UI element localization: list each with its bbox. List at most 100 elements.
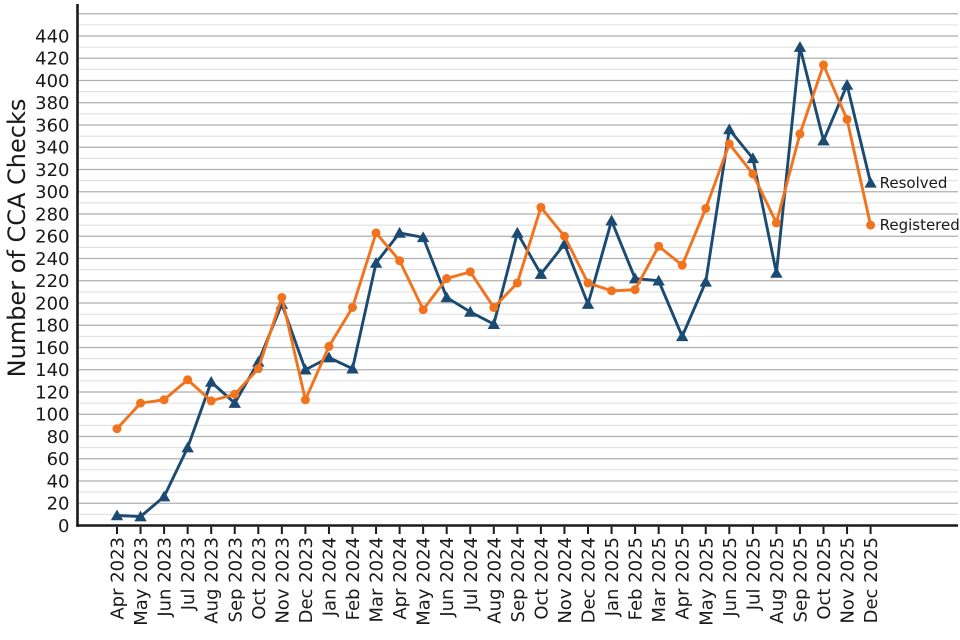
x-tick-label: May 2023 [131,537,152,626]
x-tick-label: Jul 2024 [461,537,482,611]
x-tick-label: Feb 2025 [626,537,647,620]
y-tick-label: 180 [35,316,69,337]
x-tick-label: Dec 2024 [579,537,600,623]
x-tick-label: Aug 2025 [767,537,788,624]
data-point-resolved [134,510,147,522]
y-tick-label: 220 [35,271,69,292]
y-tick-label: 380 [35,93,69,114]
x-tick-label: Apr 2025 [673,537,694,620]
data-point-registered [866,220,876,230]
data-point-registered [230,389,240,399]
series-label-registered: Registered [880,216,960,234]
data-point-registered [348,302,357,312]
x-tick-label: Dec 2023 [296,537,317,623]
y-tick-label: 420 [35,49,69,70]
y-tick-labels: 0204060801001201401601802002202402602803… [35,26,70,537]
data-point-resolved [181,441,194,453]
y-tick-label: 100 [35,405,69,426]
data-point-resolved [793,41,807,52]
data-point-registered [607,286,617,296]
data-point-resolved [676,330,689,342]
x-tick-label: Nov 2023 [272,537,293,624]
x-tick-label: Jul 2023 [178,537,199,611]
data-point-resolved [205,375,218,387]
data-point-registered [300,395,310,405]
x-tick-label: Sep 2025 [790,537,811,622]
y-tick-label: 280 [35,204,69,225]
y-tick-label: 300 [35,182,69,203]
x-tick-label: Jul 2025 [743,537,764,611]
data-point-resolved [770,266,783,278]
data-point-registered [324,341,334,351]
data-point-resolved [369,256,383,268]
data-point-registered [206,396,216,406]
gridlines [78,13,958,515]
y-tick-label: 440 [35,26,69,47]
data-point-registered [654,241,664,251]
data-point-registered [512,278,522,288]
data-point-resolved [840,78,854,90]
data-point-resolved [817,134,830,146]
y-axis-title: Number of CCA Checks [3,99,31,378]
y-tick-label: 340 [35,138,69,159]
data-point-registered [395,256,405,266]
data-point-registered [465,267,475,277]
data-point-resolved [252,355,265,367]
data-point-registered [819,60,828,70]
y-tick-label: 320 [35,160,69,181]
data-point-resolved [322,351,336,363]
x-tick-label: Jun 2025 [720,537,741,618]
y-tick-label: 200 [35,293,69,314]
y-tick-label: 80 [47,427,70,448]
x-tick-label: May 2025 [696,537,717,626]
y-tick-label: 360 [35,115,69,136]
series-line-resolved [116,45,873,519]
data-point-registered [253,364,263,374]
data-point-resolved [228,397,241,408]
data-point-registered [748,169,758,179]
data-point-registered [536,202,546,212]
data-point-registered [112,424,122,434]
data-point-resolved [699,275,712,287]
x-tick-label: Jun 2023 [155,537,176,618]
x-tick-label: Mar 2024 [367,537,388,623]
y-tick-label: 20 [47,494,70,515]
y-tick-label: 60 [47,449,70,470]
x-tick-label: Dec 2025 [861,537,882,623]
x-tick-label: Oct 2023 [249,537,270,620]
data-point-resolved [746,152,760,164]
data-point-registered [583,278,593,288]
data-point-resolved [393,226,406,238]
x-tick-label: Jan 2024 [319,537,340,617]
data-point-resolved [511,226,524,238]
data-point-registered [183,375,193,385]
data-point-resolved [534,268,548,279]
y-tick-label: 120 [35,382,69,403]
data-point-registered [771,218,781,228]
x-tick-label: Aug 2024 [484,537,505,624]
data-point-resolved [864,176,877,188]
data-point-resolved [581,298,595,309]
y-tick-label: 240 [35,249,69,270]
data-point-resolved [464,305,477,317]
data-point-registered [701,203,711,213]
data-series [110,41,877,522]
data-point-registered [677,260,687,270]
data-point-resolved [110,509,124,521]
y-tick-label: 0 [58,516,69,537]
x-tick-labels: Apr 2023 May 2023 Jun 2023 Jul 2023 Aug 2023… [108,526,882,626]
data-point-resolved [299,363,312,375]
x-tick-label: Oct 2024 [531,537,552,620]
y-tick-label: 400 [35,71,69,92]
data-point-resolved [346,362,359,374]
data-point-resolved [628,272,642,284]
x-tick-label: Aug 2023 [202,537,223,624]
x-tick-label: May 2024 [414,537,435,626]
x-tick-label: Apr 2023 [108,537,129,620]
data-point-registered [442,274,452,284]
data-point-resolved [652,274,665,286]
x-tick-label: Feb 2024 [343,537,364,620]
series-line-registered [115,63,873,430]
data-point-resolved [157,490,171,502]
